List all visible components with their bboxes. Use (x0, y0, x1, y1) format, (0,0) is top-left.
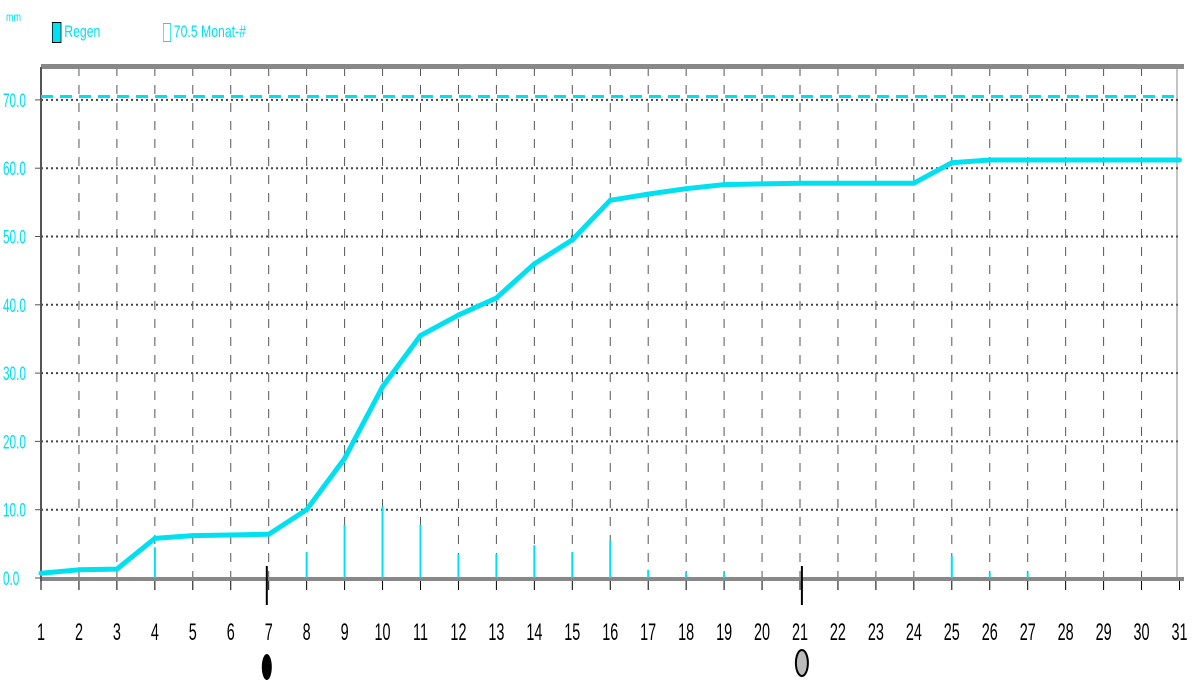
x-tick-label: 27 (1020, 619, 1036, 646)
cumulative-rain-point[interactable] (1063, 157, 1069, 163)
cumulative-rain-point[interactable] (304, 507, 310, 513)
y-tick-label: 10.0 (3, 501, 26, 521)
x-tick-label: 12 (450, 619, 466, 646)
x-tick-label: 14 (526, 619, 542, 646)
x-tick-label: 7 (265, 619, 273, 646)
x-axis-line (41, 577, 1184, 581)
full-moon-icon (794, 649, 809, 677)
cumulative-rain-point[interactable] (721, 182, 727, 188)
cumulative-rain-point[interactable] (76, 567, 82, 573)
x-tick-label: 17 (640, 619, 656, 646)
cumulative-rain-point[interactable] (1139, 157, 1145, 163)
x-tick-label: 28 (1058, 619, 1074, 646)
x-tick-label: 18 (678, 619, 694, 646)
y-tick-label: 60.0 (3, 160, 26, 180)
legend-label-regen: Regen (64, 22, 101, 41)
cumulative-rain-point[interactable] (1177, 157, 1182, 163)
plot-top-border (41, 64, 1184, 69)
x-tick-label: 19 (716, 619, 732, 646)
cumulative-rain-point[interactable] (759, 181, 765, 187)
cumulative-rain-point[interactable] (190, 533, 196, 539)
y-unit-label: mm (6, 10, 21, 24)
x-tick-label: 9 (341, 619, 349, 646)
cumulative-rain-point[interactable] (911, 180, 917, 186)
y-tick-label: 20.0 (3, 433, 26, 453)
x-tick-label: 30 (1134, 619, 1150, 646)
x-tick-label: 2 (75, 619, 83, 646)
x-tick-label: 22 (830, 619, 846, 646)
x-tick-label: 16 (602, 619, 618, 646)
cumulative-rain-point[interactable] (266, 531, 272, 537)
cumulative-rain-point[interactable] (797, 180, 803, 186)
y-tick-label: 70.0 (3, 91, 26, 111)
cumulative-rain-point[interactable] (569, 237, 575, 243)
x-tick-label: 6 (227, 619, 235, 646)
cumulative-rain-point[interactable] (683, 186, 689, 192)
x-tick-label: 31 (1171, 619, 1187, 646)
cumulative-rain-point[interactable] (380, 384, 386, 390)
x-tick-label: 11 (413, 619, 428, 646)
cumulative-rain-point[interactable] (342, 455, 348, 461)
x-tick-label: 29 (1096, 619, 1112, 646)
legend-item-monat[interactable]: 70.5 Monat-# (163, 22, 246, 43)
y-tick-label: 0.0 (3, 569, 20, 589)
legend-swatch-hollow-icon (163, 23, 171, 43)
x-tick-label: 26 (982, 619, 998, 646)
cumulative-rain-point[interactable] (152, 535, 158, 541)
x-tick-label: 8 (303, 619, 311, 646)
x-tick-label: 23 (868, 619, 884, 646)
y-tick-label: 30.0 (3, 364, 26, 384)
cumulative-rain-point[interactable] (607, 197, 613, 203)
cumulative-rain-point[interactable] (835, 180, 841, 186)
cumulative-rain-point[interactable] (1101, 157, 1107, 163)
x-tick-label: 20 (754, 619, 770, 646)
x-tick-label: 15 (564, 619, 580, 646)
y-tick-label: 40.0 (3, 296, 26, 316)
cumulative-rain-point[interactable] (873, 180, 879, 186)
x-tick-label: 25 (944, 619, 960, 646)
x-tick-label: 4 (151, 619, 159, 646)
new-moon-icon (261, 654, 272, 680)
cumulative-rain-point[interactable] (493, 295, 499, 301)
cumulative-rain-point[interactable] (1025, 157, 1031, 163)
y-tick-label: 50.0 (3, 228, 26, 248)
cumulative-rain-point[interactable] (418, 333, 423, 339)
cumulative-rain-point[interactable] (228, 532, 234, 538)
legend-item-regen[interactable]: Regen (52, 22, 101, 44)
x-tick-label: 1 (37, 619, 45, 646)
x-tick-label: 10 (375, 619, 391, 646)
cumulative-rain-point[interactable] (531, 261, 537, 267)
x-tick-label: 24 (906, 619, 922, 646)
cumulative-rain-point[interactable] (114, 566, 120, 572)
legend-swatch-filled-icon (52, 22, 62, 44)
x-tick-label: 5 (189, 619, 197, 646)
cumulative-rain-point[interactable] (38, 570, 44, 576)
cumulative-rain-point[interactable] (949, 160, 955, 166)
x-tick-label: 13 (488, 619, 504, 646)
cumulative-rain-point[interactable] (645, 191, 651, 197)
x-tick-label: 21 (792, 619, 808, 646)
cumulative-rain-line[interactable] (40, 157, 1180, 576)
legend-label-monat: 70.5 Monat-# (173, 22, 246, 41)
cumulative-rain-point[interactable] (455, 312, 461, 318)
x-tick-label: 3 (113, 619, 121, 646)
cumulative-rain-point[interactable] (987, 157, 993, 163)
